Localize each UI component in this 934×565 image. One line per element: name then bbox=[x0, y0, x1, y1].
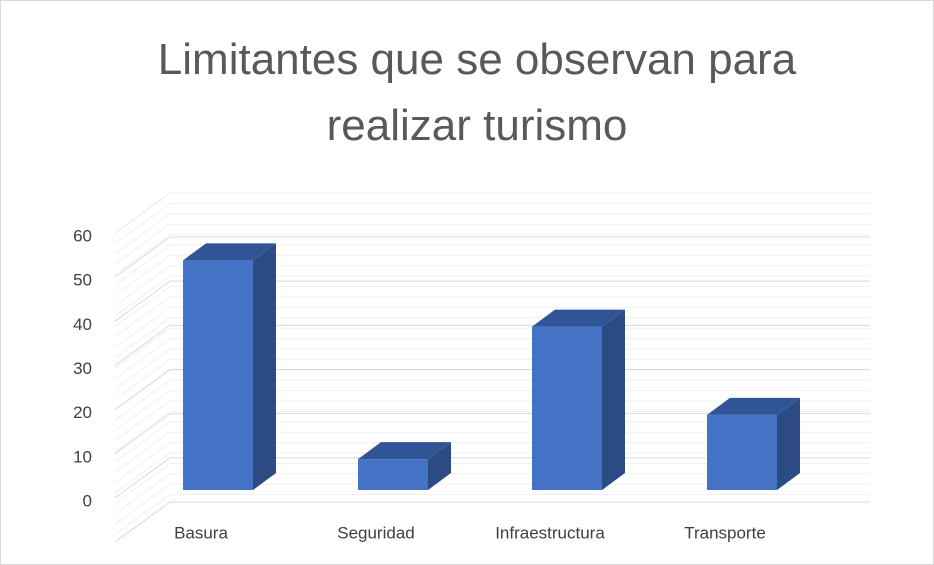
grid-line bbox=[114, 457, 171, 499]
minor-grid-line bbox=[114, 223, 171, 265]
bar bbox=[707, 414, 777, 490]
minor-grid-line bbox=[114, 379, 171, 421]
minor-grid-line bbox=[114, 452, 171, 494]
grid-line bbox=[114, 369, 171, 410]
minor-grid-line bbox=[114, 338, 171, 380]
bar bbox=[532, 326, 602, 490]
minor-grid-line bbox=[114, 317, 171, 359]
y-tick-label: 60 bbox=[73, 226, 92, 245]
grid-line bbox=[114, 324, 171, 366]
minor-grid-line bbox=[114, 202, 171, 244]
bar-side bbox=[428, 442, 451, 490]
bar bbox=[358, 459, 428, 490]
x-tick-label: Infraestructura bbox=[495, 523, 605, 542]
minor-grid-line bbox=[114, 421, 171, 463]
minor-grid-line bbox=[114, 244, 171, 286]
y-tick-label: 50 bbox=[73, 271, 92, 290]
minor-grid-line bbox=[114, 234, 171, 276]
grid-line bbox=[114, 413, 171, 455]
y-tick-label: 0 bbox=[83, 491, 92, 510]
minor-grid-line bbox=[114, 286, 171, 328]
chart-title: Limitantes que se observan para realizar … bbox=[158, 35, 797, 150]
minor-grid-line bbox=[114, 494, 171, 536]
y-tick-label: 20 bbox=[73, 403, 92, 422]
minor-grid-line bbox=[114, 390, 171, 432]
minor-grid-line bbox=[114, 327, 171, 369]
minor-grid-line bbox=[114, 348, 171, 390]
y-tick-label: 30 bbox=[73, 359, 92, 378]
minor-grid-line bbox=[114, 473, 171, 515]
x-tick-label: Transporte bbox=[684, 523, 766, 542]
minor-grid-line bbox=[114, 462, 171, 504]
bar-side bbox=[602, 309, 625, 490]
y-tick-label: 40 bbox=[73, 315, 92, 334]
minor-grid-line bbox=[114, 358, 171, 400]
minor-grid-line bbox=[114, 306, 171, 348]
minor-grid-line bbox=[114, 410, 171, 452]
minor-grid-line bbox=[114, 254, 171, 296]
minor-grid-line bbox=[114, 213, 171, 255]
grid-line bbox=[114, 236, 171, 278]
x-tick-label: Basura bbox=[174, 523, 228, 542]
x-tick-label: Seguridad bbox=[337, 523, 415, 542]
bar-top bbox=[358, 442, 451, 460]
bar-top bbox=[532, 309, 625, 327]
bar-side bbox=[253, 243, 276, 490]
minor-grid-line bbox=[114, 483, 171, 525]
bar-side bbox=[777, 397, 800, 490]
grid-line bbox=[114, 501, 171, 543]
minor-grid-line bbox=[114, 265, 171, 307]
minor-grid-line bbox=[114, 296, 171, 338]
minor-grid-line bbox=[114, 275, 171, 317]
bar bbox=[183, 260, 253, 490]
minor-grid-line bbox=[114, 192, 171, 234]
minor-grid-line bbox=[114, 431, 171, 473]
bar-top bbox=[183, 243, 276, 261]
bar-top bbox=[707, 397, 800, 415]
y-tick-label: 10 bbox=[73, 447, 92, 466]
minor-grid-line bbox=[114, 400, 171, 442]
grid-line bbox=[114, 280, 171, 322]
minor-grid-line bbox=[114, 442, 171, 484]
